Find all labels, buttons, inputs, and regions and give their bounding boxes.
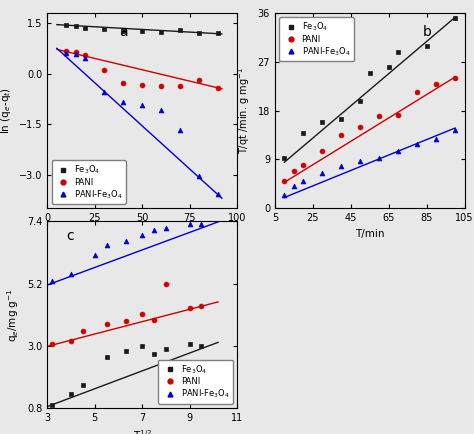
Y-axis label: q$_e$/mg g$^{-1}$: q$_e$/mg g$^{-1}$: [6, 288, 21, 342]
Legend: Fe$_3$O$_4$, PANI, PANI-Fe$_3$O$_4$: Fe$_3$O$_4$, PANI, PANI-Fe$_3$O$_4$: [158, 360, 233, 404]
X-axis label: T$^{1/2}$: T$^{1/2}$: [133, 428, 152, 434]
Y-axis label: T/qt /min. g mg$^{-1}$: T/qt /min. g mg$^{-1}$: [236, 67, 252, 154]
Text: a: a: [119, 26, 128, 39]
Legend: Fe$_3$O$_4$, PANI, PANI-Fe$_3$O$_4$: Fe$_3$O$_4$, PANI, PANI-Fe$_3$O$_4$: [279, 17, 354, 61]
X-axis label: T/min: T/min: [355, 229, 384, 239]
Text: b: b: [423, 26, 432, 39]
Y-axis label: ln (q$_e$-q$_t$): ln (q$_e$-q$_t$): [0, 87, 13, 134]
Legend: Fe$_3$O$_4$, PANI, PANI-Fe$_3$O$_4$: Fe$_3$O$_4$, PANI, PANI-Fe$_3$O$_4$: [52, 160, 126, 204]
X-axis label: T/min: T/min: [128, 229, 157, 239]
Text: c: c: [66, 229, 74, 243]
